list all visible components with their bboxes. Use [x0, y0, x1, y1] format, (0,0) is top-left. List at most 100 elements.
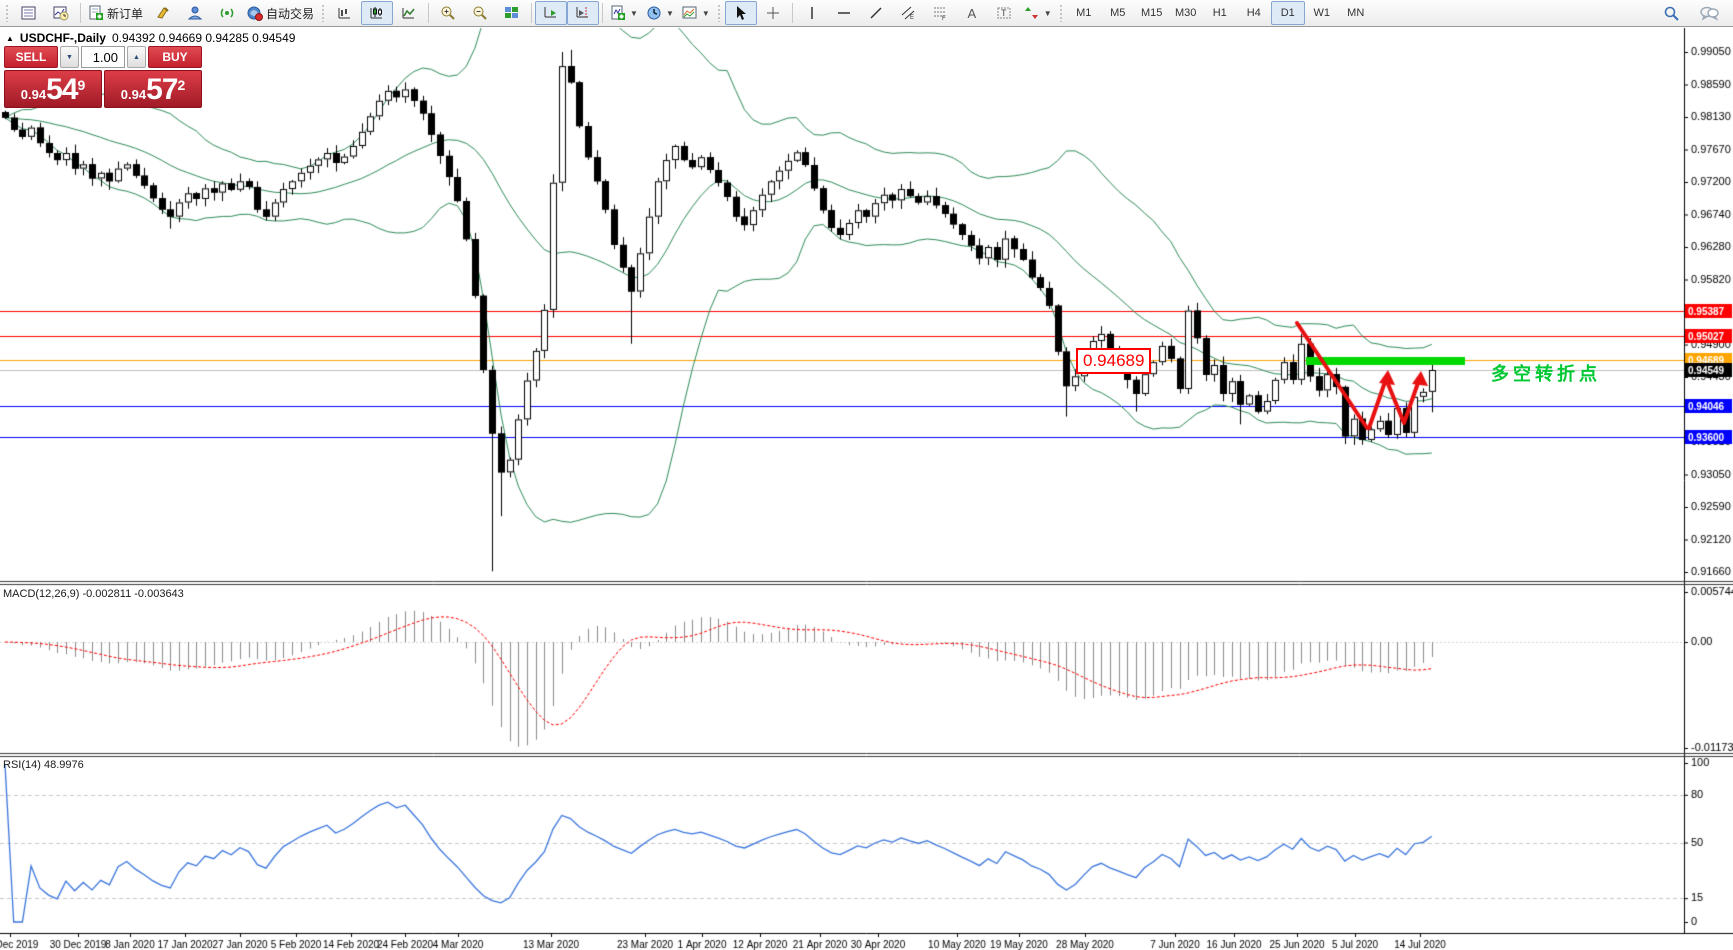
timeframe-m1-button[interactable]: M1 — [1076, 7, 1092, 19]
zoom-in-icon — [441, 6, 455, 20]
volume-decrease-button[interactable]: ▼ — [60, 46, 79, 68]
horizontal-line-button[interactable] — [828, 1, 860, 25]
price-level-label[interactable]: 0.94689 — [1076, 348, 1152, 374]
templates-icon — [682, 6, 697, 19]
timeframe-m15-button[interactable]: M15 — [1141, 7, 1163, 19]
chart-window-title: ▲ USDCHF-,Daily 0.94392 0.94669 0.94285 … — [6, 31, 295, 45]
cursor-icon — [736, 6, 746, 20]
candlestick-chart-button[interactable] — [361, 1, 394, 25]
timeframe-w1-button[interactable]: W1 — [1313, 7, 1330, 19]
tick-chart-icon — [53, 6, 69, 21]
new-order-icon — [89, 5, 103, 20]
toolbar-grip — [1058, 4, 1064, 22]
text-button[interactable]: A — [956, 1, 988, 25]
buy-price-main: 57 — [146, 73, 178, 106]
chat-icon — [1699, 6, 1719, 21]
toolbar-grip — [321, 4, 327, 22]
bar-chart-button[interactable] — [329, 1, 361, 25]
vertical-line-button[interactable] — [796, 1, 828, 25]
line-chart-icon — [402, 8, 415, 19]
fibonacci-button[interactable]: F — [924, 1, 956, 25]
timeframe-m30-button[interactable]: M30 — [1175, 7, 1197, 19]
auto-scroll-button[interactable] — [535, 1, 568, 25]
collapse-icon[interactable]: ▲ — [6, 33, 14, 43]
turning-point-note[interactable]: 多空转折点 — [1491, 364, 1601, 384]
chart-list-button[interactable] — [13, 1, 45, 25]
symbol-period-label: USDCHF-,Daily — [19, 31, 106, 45]
autotrading-button[interactable]: 自动交易 — [243, 1, 318, 25]
buy-price-button[interactable]: 0.94 57 2 — [104, 70, 202, 108]
broom-button[interactable] — [147, 1, 179, 25]
clock-icon — [647, 6, 661, 20]
autotrading-label: 自动交易 — [266, 6, 315, 21]
buy-price-pip: 2 — [177, 77, 186, 93]
horizontal-line-icon — [837, 12, 850, 14]
fibonacci-icon: F — [933, 7, 946, 21]
zoom-out-button[interactable] — [464, 1, 496, 25]
templates-dropdown-icon[interactable]: ▼ — [701, 8, 710, 18]
signals-button[interactable] — [211, 1, 243, 25]
crosshair-button[interactable] — [757, 1, 789, 25]
svg-text:F: F — [942, 16, 946, 21]
chat-button[interactable] — [1693, 1, 1725, 25]
toolbar: 新订单 自动交易 ▼ ▼ — [0, 0, 1733, 27]
new-order-button[interactable]: 新订单 — [84, 1, 147, 25]
timeframe-m5-button[interactable]: M5 — [1110, 7, 1126, 19]
tick-chart-button[interactable] — [45, 1, 77, 25]
search-button[interactable] — [1655, 1, 1687, 25]
sell-price-prefix: 0.94 — [20, 87, 47, 102]
svg-text:E: E — [910, 15, 914, 21]
community-button[interactable] — [179, 1, 211, 25]
buy-button[interactable]: BUY — [148, 46, 202, 68]
one-click-trading-panel: SELL ▼ 1.00 ▲ BUY 0.94 54 9 0.94 57 2 — [4, 46, 202, 108]
svg-text:T: T — [1001, 8, 1007, 18]
auto-scroll-icon — [544, 7, 557, 18]
arrows-dropdown-icon[interactable]: ▼ — [1043, 8, 1052, 18]
templates-button[interactable]: ▼ — [678, 1, 714, 25]
text-label-button[interactable]: T — [988, 1, 1020, 25]
chart-shift-button[interactable] — [567, 1, 600, 25]
timeframe-d1-button[interactable]: D1 — [1270, 1, 1305, 25]
volume-increase-button[interactable]: ▲ — [127, 46, 146, 68]
equidistant-channel-icon: E — [901, 6, 915, 21]
arrows-button[interactable]: ▼ — [1020, 1, 1056, 25]
sell-price-main: 54 — [46, 73, 78, 106]
spinner-down-icon: ▼ — [66, 53, 73, 61]
toolbar-grip — [716, 4, 722, 22]
zoom-out-icon — [473, 6, 487, 20]
timeframe-h4-button[interactable]: H4 — [1246, 7, 1261, 19]
periods-dropdown-icon[interactable]: ▼ — [665, 8, 674, 18]
crosshair-icon — [766, 7, 779, 19]
toolbar-grip — [5, 4, 10, 22]
macd-indicator-label: MACD(12,26,9) -0.002811 -0.003643 — [3, 588, 184, 600]
tile-windows-button[interactable] — [496, 1, 528, 25]
text-icon: A — [967, 5, 977, 21]
volume-input[interactable]: 1.00 — [81, 46, 125, 68]
text-label-icon: T — [997, 7, 1011, 19]
line-chart-button[interactable] — [393, 1, 425, 25]
spinner-up-icon: ▲ — [133, 53, 140, 61]
chart-shift-icon — [576, 7, 589, 18]
sell-price-pip: 9 — [77, 77, 86, 93]
sell-button[interactable]: SELL — [4, 46, 58, 68]
cursor-button[interactable] — [724, 1, 757, 25]
rsi-indicator-label: RSI(14) 48.9976 — [3, 759, 84, 771]
community-icon — [187, 6, 203, 20]
buy-price-prefix: 0.94 — [120, 87, 147, 102]
search-icon — [1664, 6, 1679, 21]
timeframe-mn-button[interactable]: MN — [1347, 7, 1365, 19]
indicators-button[interactable]: ▼ — [606, 1, 642, 25]
chart-list-icon — [21, 6, 36, 20]
zoom-in-button[interactable] — [432, 1, 464, 25]
sell-price-button[interactable]: 0.94 54 9 — [4, 70, 102, 108]
trendline-button[interactable] — [860, 1, 892, 25]
arrows-icon — [1024, 7, 1038, 19]
bar-chart-icon — [338, 8, 351, 19]
periods-button[interactable]: ▼ — [642, 1, 678, 25]
indicators-icon — [611, 5, 626, 20]
timeframe-h1-button[interactable]: H1 — [1212, 7, 1227, 19]
indicators-dropdown-icon[interactable]: ▼ — [630, 8, 638, 18]
equidistant-channel-button[interactable]: E — [892, 1, 924, 25]
